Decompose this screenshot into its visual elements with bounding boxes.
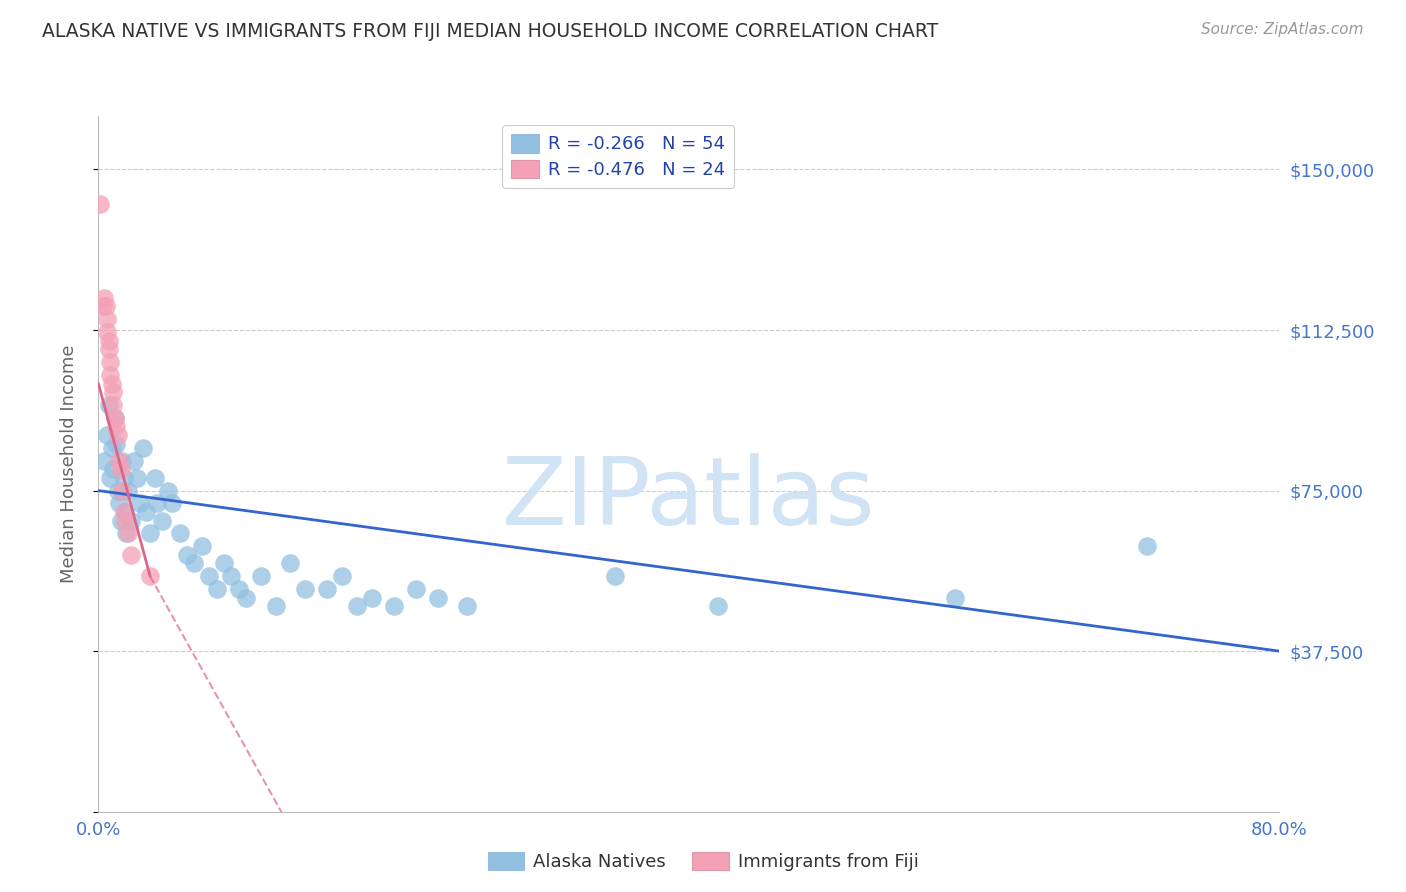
Text: ZIPatlas: ZIPatlas — [502, 452, 876, 545]
Point — [97, 398, 120, 412]
Point — [128, 496, 150, 510]
Point — [117, 526, 139, 541]
Point — [169, 526, 191, 541]
Point — [135, 505, 157, 519]
Point — [605, 569, 627, 583]
Point — [98, 471, 121, 485]
Point — [943, 591, 966, 605]
Point — [96, 325, 118, 339]
Point — [117, 483, 139, 498]
Point — [156, 483, 179, 498]
Point — [143, 471, 166, 485]
Point — [107, 483, 129, 498]
Point — [278, 557, 302, 571]
Point — [330, 569, 353, 583]
Point — [107, 428, 129, 442]
Point — [1135, 539, 1157, 553]
Point — [114, 505, 136, 519]
Point — [108, 496, 131, 510]
Point — [112, 505, 135, 519]
Point — [115, 526, 138, 541]
Point — [94, 300, 117, 314]
Point — [100, 441, 122, 455]
Point — [91, 300, 114, 314]
Point — [122, 453, 145, 467]
Point — [111, 453, 134, 467]
Point — [427, 591, 450, 605]
Point — [707, 599, 730, 614]
Point — [93, 291, 115, 305]
Point — [250, 569, 273, 583]
Legend: Alaska Natives, Immigrants from Fiji: Alaska Natives, Immigrants from Fiji — [481, 845, 925, 879]
Point — [89, 196, 111, 211]
Point — [96, 428, 118, 442]
Point — [405, 582, 427, 596]
Legend: R = -0.266   N = 54, R = -0.476   N = 24: R = -0.266 N = 54, R = -0.476 N = 24 — [502, 125, 734, 188]
Point — [205, 582, 228, 596]
Point — [382, 599, 405, 614]
Point — [97, 334, 120, 348]
Point — [146, 496, 169, 510]
Point — [110, 462, 132, 476]
Point — [105, 436, 128, 450]
Point — [456, 599, 478, 614]
Point — [264, 599, 287, 614]
Point — [93, 453, 115, 467]
Point — [139, 569, 162, 583]
Point — [294, 582, 316, 596]
Point — [120, 548, 142, 562]
Point — [103, 462, 125, 476]
Point — [110, 514, 132, 528]
Point — [139, 526, 162, 541]
Y-axis label: Median Household Income: Median Household Income — [59, 344, 77, 583]
Point — [235, 591, 257, 605]
Point — [176, 548, 198, 562]
Point — [316, 582, 339, 596]
Point — [97, 343, 120, 357]
Point — [219, 569, 242, 583]
Point — [105, 419, 128, 434]
Point — [98, 368, 121, 382]
Point — [103, 385, 125, 400]
Point — [111, 483, 134, 498]
Point — [228, 582, 250, 596]
Point — [162, 496, 183, 510]
Point — [104, 410, 127, 425]
Point — [103, 398, 125, 412]
Point — [346, 599, 368, 614]
Point — [96, 312, 118, 326]
Point — [100, 376, 122, 391]
Text: ALASKA NATIVE VS IMMIGRANTS FROM FIJI MEDIAN HOUSEHOLD INCOME CORRELATION CHART: ALASKA NATIVE VS IMMIGRANTS FROM FIJI ME… — [42, 22, 938, 41]
Point — [183, 557, 205, 571]
Point — [104, 410, 127, 425]
Point — [114, 514, 136, 528]
Point — [108, 453, 131, 467]
Point — [360, 591, 382, 605]
Point — [212, 557, 235, 571]
Point — [191, 539, 214, 553]
Point — [198, 569, 221, 583]
Point — [132, 441, 155, 455]
Point — [125, 471, 148, 485]
Point — [112, 471, 135, 485]
Point — [120, 514, 142, 528]
Point — [98, 355, 121, 369]
Text: Source: ZipAtlas.com: Source: ZipAtlas.com — [1201, 22, 1364, 37]
Point — [150, 514, 173, 528]
